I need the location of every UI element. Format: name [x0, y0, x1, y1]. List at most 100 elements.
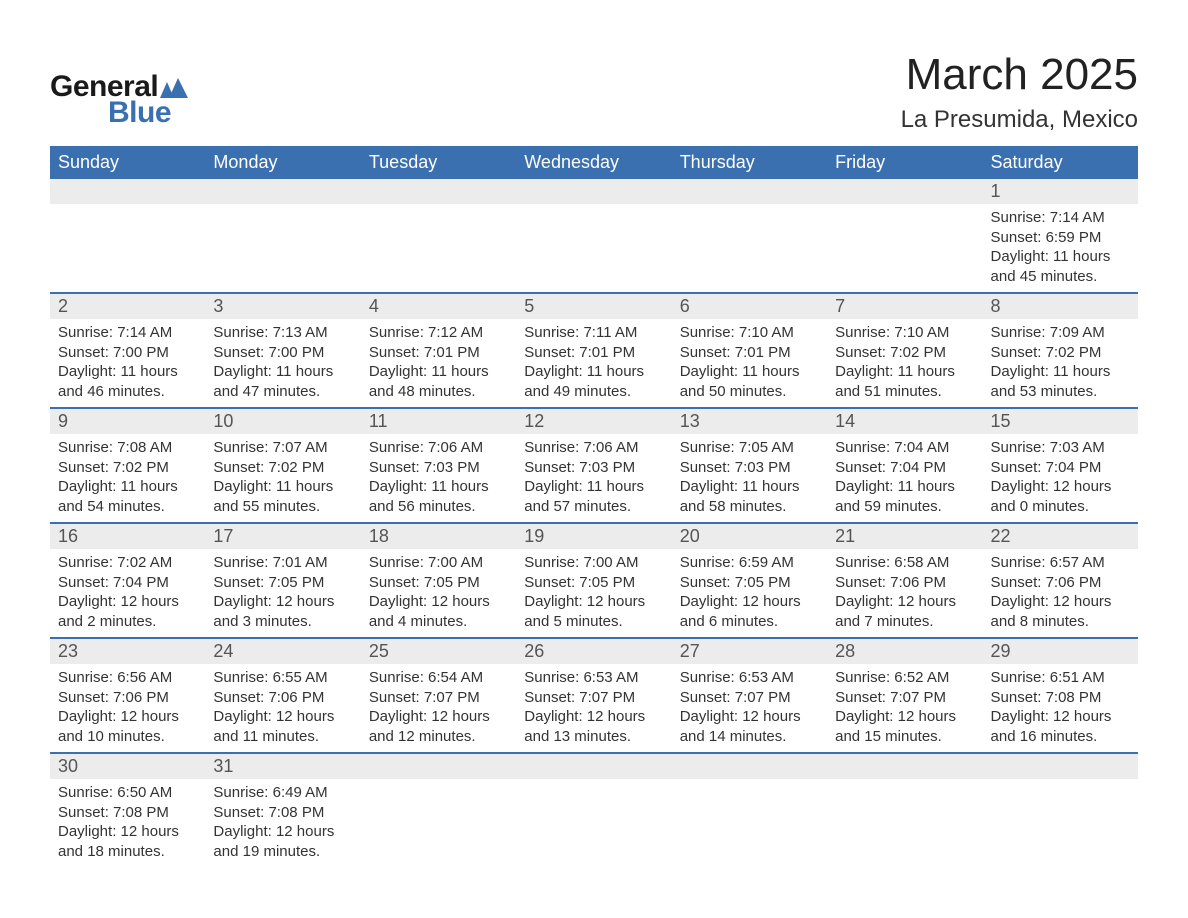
day-number: 28 [827, 639, 982, 664]
sunset-line: Sunset: 7:06 PM [991, 573, 1130, 593]
day-number: 19 [516, 524, 671, 549]
day-of-week-header: Friday [827, 146, 982, 179]
day-data [205, 204, 360, 214]
day-number: 4 [361, 294, 516, 319]
daylight-line: Daylight: 11 hours and 56 minutes. [369, 477, 508, 516]
calendar-body: 1Sunrise: 7:14 AMSunset: 6:59 PMDaylight… [50, 179, 1138, 867]
day-number: 30 [50, 754, 205, 779]
day-number: 11 [361, 409, 516, 434]
sunrise-line: Sunrise: 7:10 AM [680, 323, 819, 343]
day-number: 27 [672, 639, 827, 664]
sunrise-line: Sunrise: 7:05 AM [680, 438, 819, 458]
daylight-line: Daylight: 12 hours and 7 minutes. [835, 592, 974, 631]
sunrise-line: Sunrise: 6:59 AM [680, 553, 819, 573]
sunset-line: Sunset: 7:05 PM [213, 573, 352, 593]
day-data: Sunrise: 6:51 AMSunset: 7:08 PMDaylight:… [983, 664, 1138, 752]
sunset-line: Sunset: 7:07 PM [369, 688, 508, 708]
day-data: Sunrise: 7:02 AMSunset: 7:04 PMDaylight:… [50, 549, 205, 637]
sunrise-line: Sunrise: 7:14 AM [58, 323, 197, 343]
sunset-line: Sunset: 7:03 PM [524, 458, 663, 478]
day-data [516, 204, 671, 214]
day-data: Sunrise: 7:14 AMSunset: 6:59 PMDaylight:… [983, 204, 1138, 292]
day-number [983, 754, 1138, 779]
calendar-week-row: 30Sunrise: 6:50 AMSunset: 7:08 PMDayligh… [50, 753, 1138, 867]
day-number [50, 179, 205, 204]
calendar-cell: 17Sunrise: 7:01 AMSunset: 7:05 PMDayligh… [205, 523, 360, 638]
day-data [361, 779, 516, 789]
calendar-cell: 23Sunrise: 6:56 AMSunset: 7:06 PMDayligh… [50, 638, 205, 753]
sunrise-line: Sunrise: 6:54 AM [369, 668, 508, 688]
calendar-cell: 7Sunrise: 7:10 AMSunset: 7:02 PMDaylight… [827, 293, 982, 408]
daylight-line: Daylight: 12 hours and 8 minutes. [991, 592, 1130, 631]
logo-flag-icon [160, 72, 188, 106]
day-number [205, 179, 360, 204]
day-data: Sunrise: 7:06 AMSunset: 7:03 PMDaylight:… [516, 434, 671, 522]
day-of-week-header: Tuesday [361, 146, 516, 179]
sunset-line: Sunset: 7:00 PM [213, 343, 352, 363]
day-data: Sunrise: 6:53 AMSunset: 7:07 PMDaylight:… [672, 664, 827, 752]
day-number: 29 [983, 639, 1138, 664]
calendar-head: SundayMondayTuesdayWednesdayThursdayFrid… [50, 146, 1138, 179]
daylight-line: Daylight: 12 hours and 5 minutes. [524, 592, 663, 631]
calendar-cell: 28Sunrise: 6:52 AMSunset: 7:07 PMDayligh… [827, 638, 982, 753]
sunset-line: Sunset: 7:08 PM [991, 688, 1130, 708]
sunrise-line: Sunrise: 6:55 AM [213, 668, 352, 688]
day-number: 22 [983, 524, 1138, 549]
day-data [827, 204, 982, 214]
page-title: March 2025 [901, 50, 1138, 100]
calendar-cell [361, 753, 516, 867]
sunrise-line: Sunrise: 7:02 AM [58, 553, 197, 573]
calendar-week-row: 2Sunrise: 7:14 AMSunset: 7:00 PMDaylight… [50, 293, 1138, 408]
title-block: March 2025 La Presumida, Mexico [901, 50, 1138, 134]
day-data: Sunrise: 6:57 AMSunset: 7:06 PMDaylight:… [983, 549, 1138, 637]
day-data: Sunrise: 7:06 AMSunset: 7:03 PMDaylight:… [361, 434, 516, 522]
daylight-line: Daylight: 11 hours and 51 minutes. [835, 362, 974, 401]
sunrise-line: Sunrise: 7:06 AM [524, 438, 663, 458]
daylight-line: Daylight: 11 hours and 50 minutes. [680, 362, 819, 401]
calendar-cell [205, 179, 360, 293]
day-number: 21 [827, 524, 982, 549]
daylight-line: Daylight: 12 hours and 16 minutes. [991, 707, 1130, 746]
day-number [672, 754, 827, 779]
sunrise-line: Sunrise: 7:07 AM [213, 438, 352, 458]
sunrise-line: Sunrise: 6:58 AM [835, 553, 974, 573]
sunset-line: Sunset: 7:05 PM [369, 573, 508, 593]
day-number [361, 754, 516, 779]
day-of-week-header: Monday [205, 146, 360, 179]
calendar-cell: 21Sunrise: 6:58 AMSunset: 7:06 PMDayligh… [827, 523, 982, 638]
sunrise-line: Sunrise: 7:08 AM [58, 438, 197, 458]
sunset-line: Sunset: 7:07 PM [835, 688, 974, 708]
day-number [361, 179, 516, 204]
daylight-line: Daylight: 12 hours and 19 minutes. [213, 822, 352, 861]
daylight-line: Daylight: 12 hours and 10 minutes. [58, 707, 197, 746]
calendar-week-row: 23Sunrise: 6:56 AMSunset: 7:06 PMDayligh… [50, 638, 1138, 753]
daylight-line: Daylight: 11 hours and 48 minutes. [369, 362, 508, 401]
day-data: Sunrise: 6:55 AMSunset: 7:06 PMDaylight:… [205, 664, 360, 752]
sunrise-line: Sunrise: 7:00 AM [369, 553, 508, 573]
day-number: 16 [50, 524, 205, 549]
calendar-cell: 6Sunrise: 7:10 AMSunset: 7:01 PMDaylight… [672, 293, 827, 408]
sunset-line: Sunset: 7:02 PM [213, 458, 352, 478]
day-data: Sunrise: 7:04 AMSunset: 7:04 PMDaylight:… [827, 434, 982, 522]
calendar-cell: 18Sunrise: 7:00 AMSunset: 7:05 PMDayligh… [361, 523, 516, 638]
daylight-line: Daylight: 12 hours and 0 minutes. [991, 477, 1130, 516]
sunrise-line: Sunrise: 6:50 AM [58, 783, 197, 803]
day-data: Sunrise: 7:13 AMSunset: 7:00 PMDaylight:… [205, 319, 360, 407]
day-data: Sunrise: 7:01 AMSunset: 7:05 PMDaylight:… [205, 549, 360, 637]
day-number: 13 [672, 409, 827, 434]
sunrise-line: Sunrise: 6:49 AM [213, 783, 352, 803]
day-number [516, 754, 671, 779]
calendar-cell: 2Sunrise: 7:14 AMSunset: 7:00 PMDaylight… [50, 293, 205, 408]
daylight-line: Daylight: 11 hours and 58 minutes. [680, 477, 819, 516]
day-data: Sunrise: 7:00 AMSunset: 7:05 PMDaylight:… [516, 549, 671, 637]
sunrise-line: Sunrise: 7:04 AM [835, 438, 974, 458]
sunrise-line: Sunrise: 7:14 AM [991, 208, 1130, 228]
day-of-week-header: Wednesday [516, 146, 671, 179]
calendar-cell [516, 179, 671, 293]
header: General Blue March 2025 La Presumida, Me… [50, 50, 1138, 134]
calendar-cell: 12Sunrise: 7:06 AMSunset: 7:03 PMDayligh… [516, 408, 671, 523]
day-number: 1 [983, 179, 1138, 204]
day-data: Sunrise: 6:59 AMSunset: 7:05 PMDaylight:… [672, 549, 827, 637]
daylight-line: Daylight: 11 hours and 45 minutes. [991, 247, 1130, 286]
sunset-line: Sunset: 7:04 PM [991, 458, 1130, 478]
